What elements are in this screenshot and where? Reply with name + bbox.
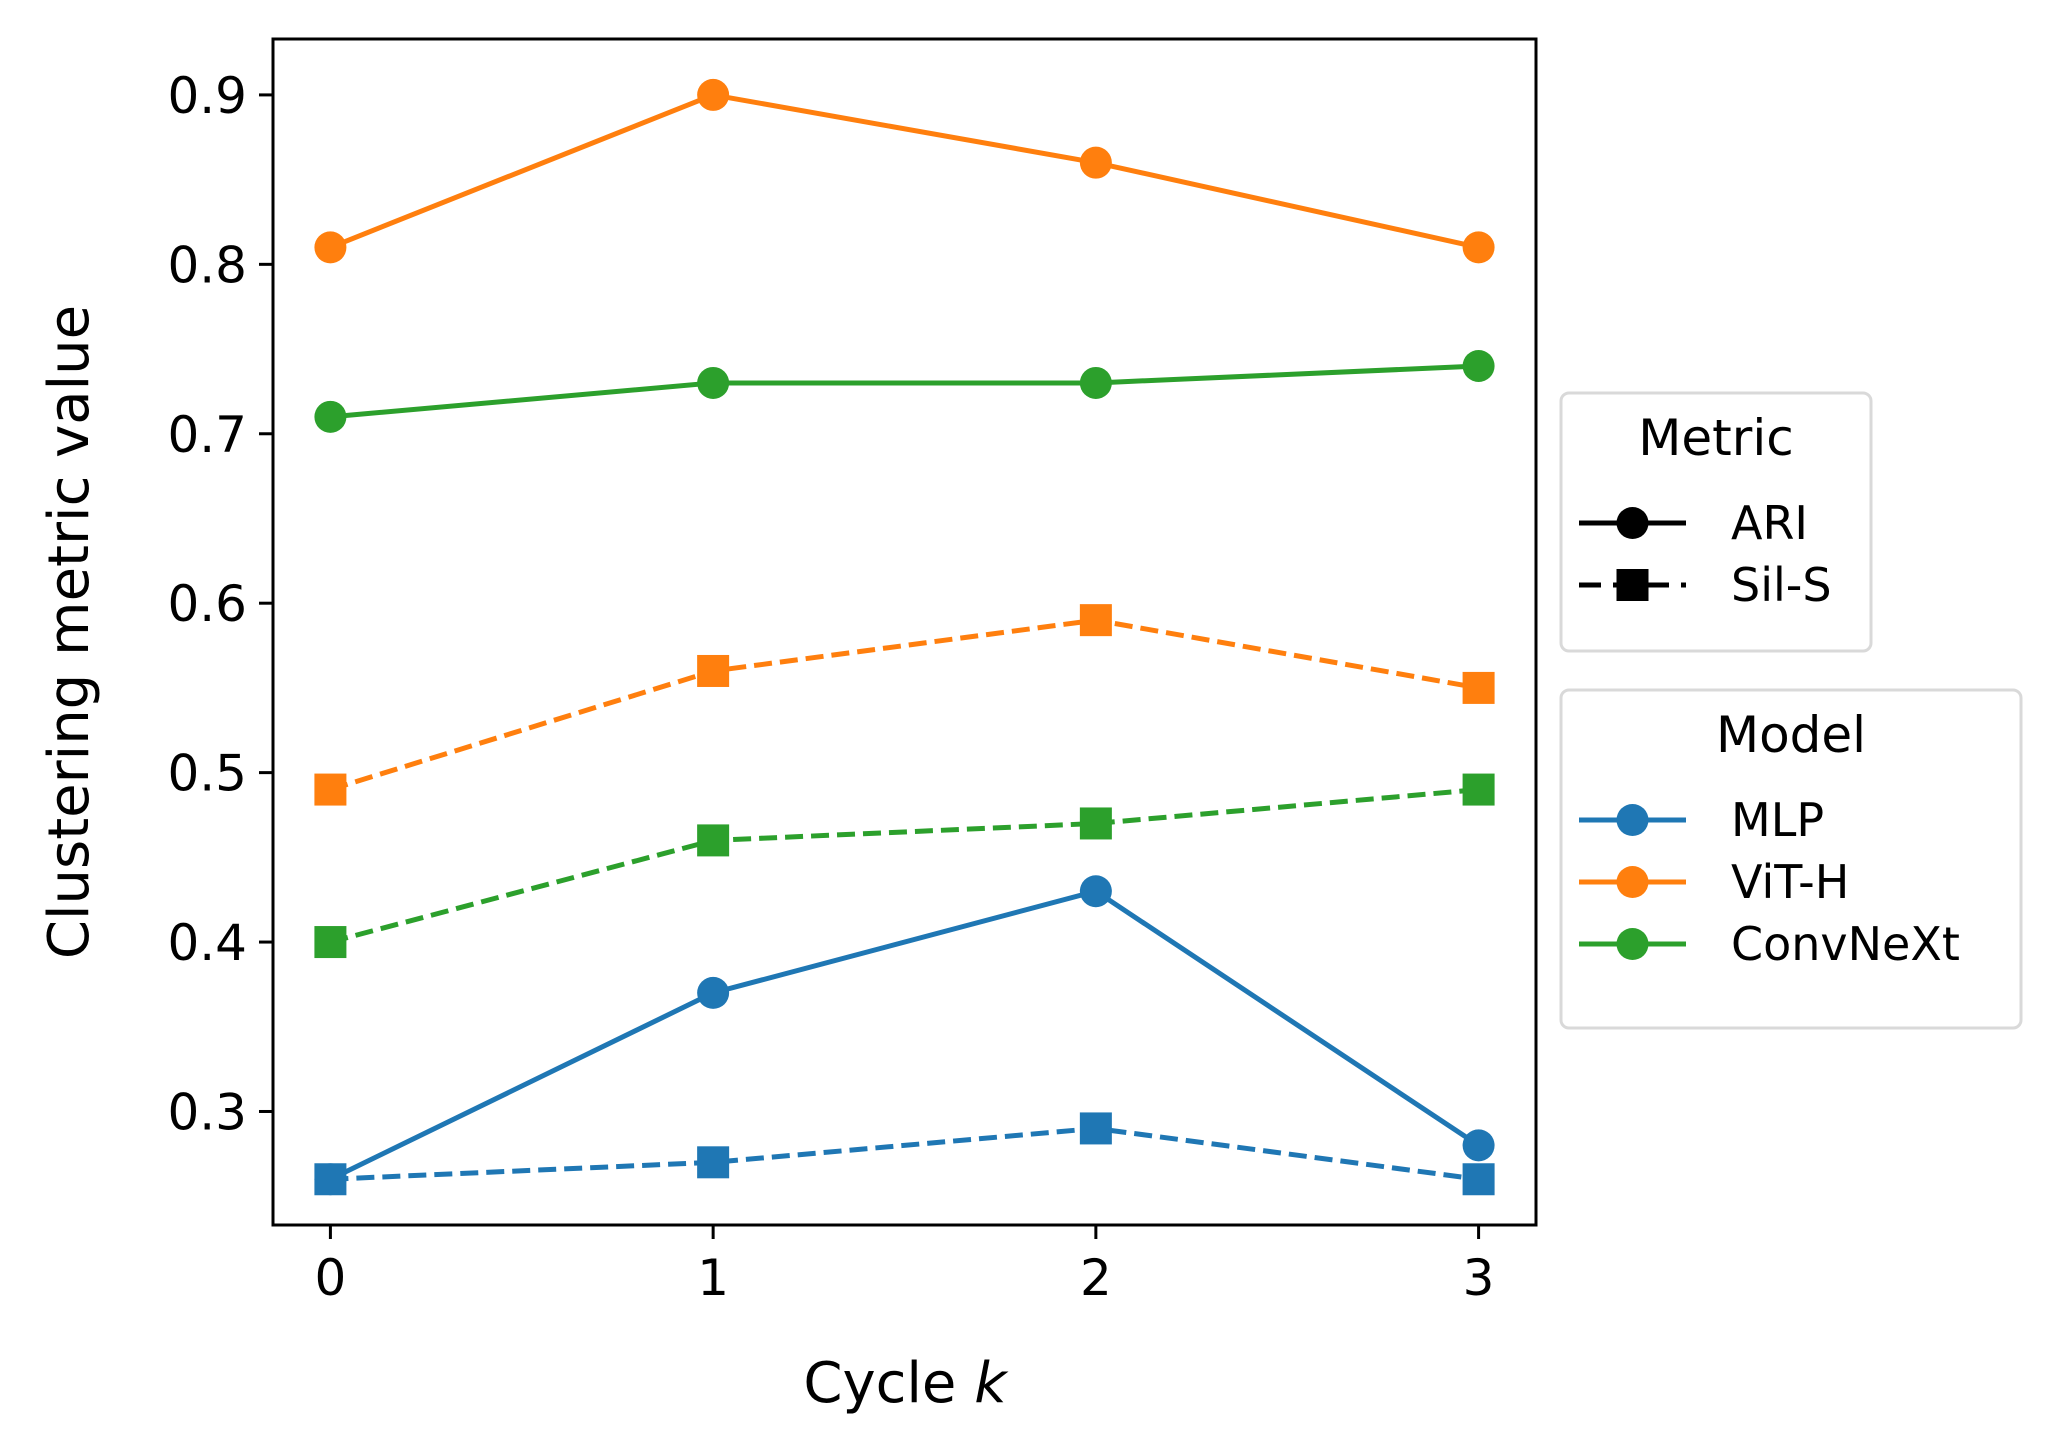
data-point <box>1079 604 1112 637</box>
data-point <box>697 654 730 687</box>
data-point <box>697 1146 730 1179</box>
series-vit-h-sil-s <box>314 604 1495 806</box>
y-tick-label: 0.8 <box>167 236 247 294</box>
legend-title: Metric <box>1638 409 1793 467</box>
x-axis: 0 1 2 3 <box>315 1225 1495 1307</box>
legend-label: ARI <box>1731 496 1808 550</box>
data-point <box>1079 366 1112 399</box>
x-tick-label: 1 <box>697 1249 729 1307</box>
legend-metric: Metric ARI Sil-S <box>1559 391 1873 653</box>
data-point <box>697 366 730 399</box>
y-tick-label: 0.7 <box>167 406 247 464</box>
data-point <box>1079 146 1112 179</box>
y-tick-label: 0.9 <box>167 67 247 125</box>
legend-marker <box>1616 507 1649 539</box>
series-convnext-ari <box>314 349 1495 433</box>
data-point <box>697 824 730 857</box>
series-layer <box>314 78 1495 1196</box>
data-point <box>1462 671 1495 704</box>
legend-marker <box>1616 928 1649 960</box>
series-line <box>329 787 1479 945</box>
series-line <box>330 1125 1479 1182</box>
data-point <box>314 926 347 959</box>
data-point <box>1079 875 1112 908</box>
legend-entry: MLP <box>1579 793 1824 847</box>
data-point <box>314 773 347 806</box>
data-point <box>1079 1112 1112 1145</box>
data-point <box>1462 231 1495 264</box>
legend-entry: ConvNeXt <box>1579 917 1960 971</box>
data-point <box>1462 1163 1495 1196</box>
legend-title: Model <box>1716 706 1866 764</box>
legend-marker <box>1616 569 1649 601</box>
legend-entry: ViT-H <box>1579 855 1849 909</box>
legend-marker <box>1616 804 1649 836</box>
legend-entry: Sil-S <box>1579 558 1832 612</box>
y-tick-label: 0.6 <box>167 575 247 633</box>
x-tick-label: 3 <box>1463 1249 1495 1307</box>
x-axis-label-variable: k <box>974 1351 1009 1416</box>
legend-label: ConvNeXt <box>1731 917 1960 971</box>
legend-model: Model MLP ViT-H ConvNeXt <box>1559 688 2023 1030</box>
series-vit-h-ari <box>314 78 1495 264</box>
legend-marker <box>1616 866 1649 898</box>
series-mlp-sil-s <box>314 1112 1495 1196</box>
legend-label: ViT-H <box>1731 855 1849 909</box>
x-tick-label: 2 <box>1080 1249 1112 1307</box>
y-tick-label: 0.3 <box>167 1083 247 1141</box>
data-point <box>1079 807 1112 840</box>
data-point <box>1462 773 1495 806</box>
series-line <box>329 617 1480 792</box>
x-tick-label: 0 <box>315 1249 347 1307</box>
x-axis-label-text: Cycle <box>803 1351 956 1416</box>
data-point <box>314 400 347 433</box>
y-tick-label: 0.5 <box>167 745 247 803</box>
axes-frame <box>271 37 1538 1227</box>
y-axis: 0.3 0.4 0.5 0.6 0.7 0.8 0.9 <box>167 67 273 1141</box>
series-line <box>329 888 1480 1182</box>
series-line <box>329 92 1480 250</box>
data-point <box>697 976 730 1009</box>
data-point <box>1462 349 1495 382</box>
x-axis-label: Cycle k <box>803 1351 1009 1416</box>
data-point <box>697 78 730 111</box>
legend-layer: Metric ARI Sil-S Model MLP ViT-H ConvNeXt <box>1559 391 2023 1030</box>
data-point <box>314 231 347 264</box>
legend-label: MLP <box>1731 793 1824 847</box>
data-point <box>1462 1129 1495 1162</box>
series-line <box>330 363 1479 420</box>
y-tick-label: 0.4 <box>167 914 247 972</box>
data-point <box>314 1163 347 1196</box>
series-convnext-sil-s <box>314 773 1495 959</box>
legend-entry: ARI <box>1579 496 1808 550</box>
y-axis-label: Clustering metric value <box>37 305 102 959</box>
legend-label: Sil-S <box>1731 558 1832 612</box>
